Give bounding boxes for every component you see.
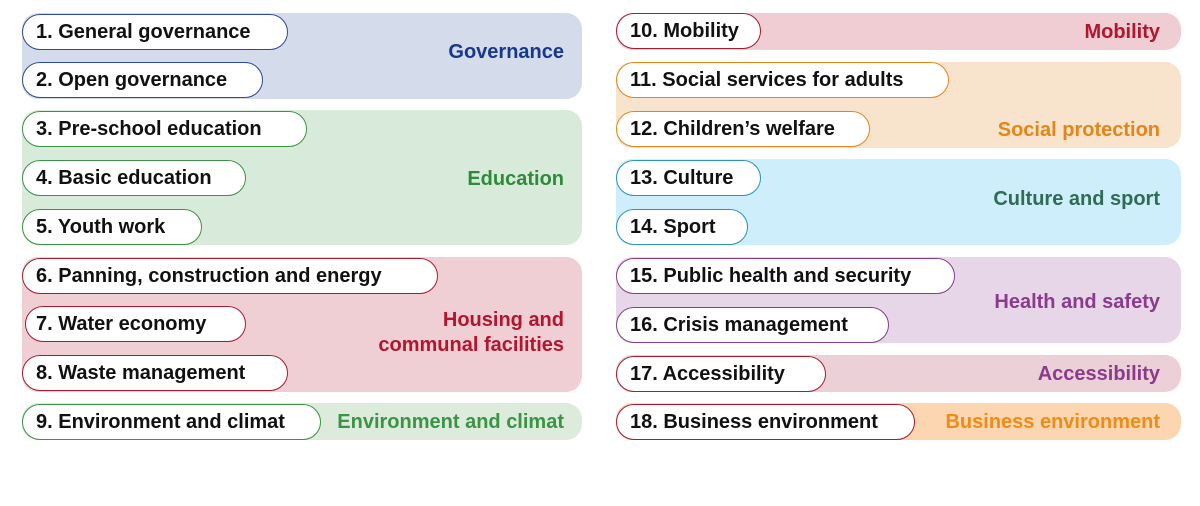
item-basic-education: 4. Basic education <box>22 160 246 196</box>
item-childrens-welfare: 12. Children’s welfare <box>616 111 870 147</box>
item-open-governance: 2. Open governance <box>22 62 263 98</box>
item-water-economy: 7. Water economy <box>25 306 246 342</box>
group-label-social-protection: Social protection <box>997 119 1160 141</box>
item-environment-climat: 9. Environment and climat <box>22 404 321 440</box>
item-social-services-adults: 11. Social services for adults <box>616 62 949 98</box>
group-label-environment: Environment and climat <box>337 411 564 433</box>
item-sport: 14. Sport <box>616 209 748 245</box>
group-label-culture-sport: Culture and sport <box>993 188 1160 210</box>
item-planning-construction-energy: 6. Panning, construction and energy <box>22 258 438 294</box>
item-pre-school-education: 3. Pre-school education <box>22 111 307 147</box>
group-label-business-environment: Business environment <box>945 411 1160 433</box>
group-label-accessibility: Accessibility <box>1037 363 1160 385</box>
item-business-environment: 18. Business environment <box>616 404 915 440</box>
group-label-health-safety: Health and safety <box>994 291 1160 313</box>
group-label-housing-line1: Housing and <box>442 309 564 331</box>
group-label-housing: Housing and communal facilities <box>378 308 564 358</box>
item-culture: 13. Culture <box>616 160 761 196</box>
item-youth-work: 5. Youth work <box>22 209 202 245</box>
item-accessibility: 17. Accessibility <box>616 356 826 392</box>
item-public-health-security: 15. Public health and security <box>616 258 955 294</box>
item-waste-management: 8. Waste management <box>22 355 288 391</box>
item-crisis-management: 16. Crisis management <box>616 307 889 343</box>
group-label-mobility: Mobility <box>1084 21 1160 43</box>
item-mobility: 10. Mobility <box>616 13 761 49</box>
group-label-housing-line2: communal facilities <box>378 334 564 356</box>
group-label-education: Education <box>467 168 564 190</box>
group-label-governance: Governance <box>448 41 564 63</box>
item-general-governance: 1. General governance <box>22 14 288 50</box>
